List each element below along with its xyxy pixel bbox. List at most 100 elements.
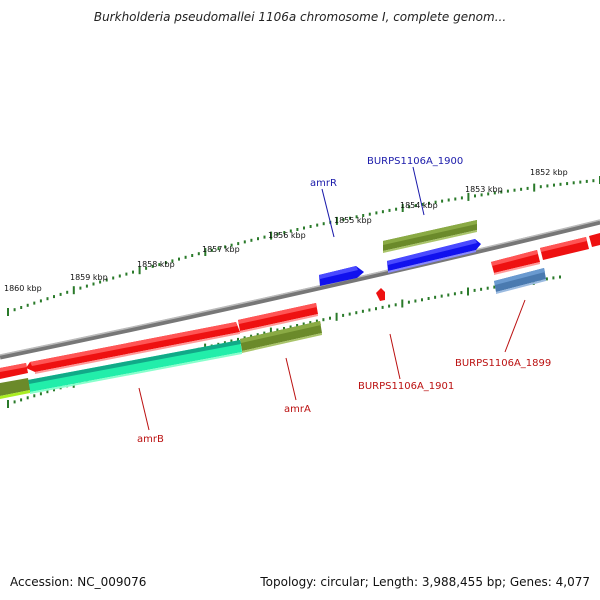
- ruler-minor-tick: [375, 211, 378, 215]
- ruler-major-tick: [401, 299, 404, 308]
- ruler-minor-tick: [559, 275, 561, 279]
- ruler-minor-tick: [309, 321, 312, 325]
- ruler-minor-tick: [447, 293, 450, 297]
- chromosome-backbone: [0, 219, 600, 360]
- ruler-minor-tick: [33, 301, 36, 305]
- ruler-minor-tick: [316, 223, 319, 227]
- feature-amrR-blue[interactable]: [319, 266, 364, 286]
- ruler-minor-tick: [342, 313, 345, 317]
- label-connectors: [138, 166, 526, 431]
- ruler-minor-tick: [26, 396, 29, 400]
- ruler-minor-tick: [539, 185, 542, 189]
- ruler-minor-tick: [362, 214, 365, 217]
- ruler-minor-tick: [361, 309, 364, 313]
- ruler-minor-tick: [184, 255, 187, 259]
- ruler-minor-tick: [250, 334, 253, 338]
- ruler-minor-tick: [59, 292, 62, 296]
- ruler-minor-tick: [243, 336, 246, 340]
- ruler-minor-tick: [112, 276, 115, 280]
- topology-text: Topology: circular; Length: 3,988,455 bp…: [260, 575, 590, 589]
- ruler-minor-tick: [171, 259, 174, 263]
- ruler-major-tick: [269, 327, 272, 336]
- gene-label-burps1106a-1899[interactable]: BURPS1106A_1899: [455, 358, 551, 369]
- ruler-minor-tick: [237, 242, 240, 246]
- ruler-minor-tick: [559, 182, 562, 186]
- feature-red-small-marker[interactable]: [376, 288, 385, 301]
- accession-text: Accession: NC_009076: [10, 575, 147, 589]
- ruler-minor-tick: [178, 257, 180, 261]
- ruler-minor-tick: [13, 308, 16, 312]
- ruler-minor-tick: [85, 284, 88, 288]
- ruler-minor-tick: [26, 303, 29, 307]
- gene-label-burps1106a-1900[interactable]: BURPS1106A_1900: [367, 156, 463, 167]
- ruler-minor-tick: [132, 270, 134, 274]
- ruler-minor-tick: [434, 295, 437, 299]
- ruler-minor-tick: [388, 304, 391, 308]
- ruler-minor-tick: [237, 337, 239, 341]
- ruler-minor-tick: [474, 194, 476, 198]
- ruler-minor-tick: [546, 184, 549, 188]
- feature-blue-arrow-right[interactable]: [387, 239, 481, 273]
- ruler-minor-tick: [407, 300, 410, 304]
- ruler-minor-tick: [118, 274, 121, 278]
- feature-red-right-2[interactable]: [540, 237, 589, 260]
- ruler-minor-tick: [434, 200, 437, 204]
- ruler-minor-tick: [552, 276, 555, 280]
- ruler-minor-tick: [303, 226, 305, 230]
- ruler-minor-tick: [210, 248, 213, 252]
- ruler-minor-tick: [342, 218, 345, 221]
- ruler-minor-tick: [256, 333, 259, 337]
- ruler-minor-tick: [414, 299, 417, 303]
- ruler-label-1855: 1855 kbp: [334, 216, 372, 225]
- ruler-minor-tick: [585, 179, 588, 183]
- ruler-minor-tick: [395, 207, 398, 211]
- ruler-minor-tick: [151, 264, 154, 268]
- ruler-minor-tick: [53, 388, 55, 392]
- ruler-minor-tick: [20, 306, 23, 309]
- ruler-label-1858: 1858 kbp: [137, 260, 175, 269]
- ruler-major-tick: [270, 231, 273, 240]
- gene-label-burps1106a-1901[interactable]: BURPS1106A_1901: [358, 381, 454, 392]
- gene-label-amrB[interactable]: amrB: [137, 434, 164, 445]
- ruler-labels: 1852 kbp 1853 kbp 1854 kbp 1855 kbp 1856…: [4, 168, 568, 293]
- ruler-minor-tick: [230, 339, 233, 343]
- ruler-minor-tick: [53, 295, 55, 299]
- ruler-minor-tick: [197, 252, 200, 256]
- ruler-minor-tick: [579, 180, 582, 184]
- ruler-minor-tick: [99, 280, 102, 284]
- ruler-minor-tick: [487, 192, 490, 196]
- feature-red-right-1[interactable]: [491, 250, 540, 275]
- ruler-minor-tick: [480, 287, 483, 291]
- ruler-minor-tick: [309, 225, 312, 228]
- ruler-minor-tick: [381, 305, 384, 309]
- ruler-minor-tick: [289, 229, 292, 233]
- ruler-minor-tick: [500, 190, 503, 194]
- feature-amrA-olive[interactable]: [240, 321, 322, 353]
- ruler-minor-tick: [296, 324, 299, 327]
- gene-label-amrA[interactable]: amrA: [284, 404, 311, 415]
- feature-lime-left-edge[interactable]: [0, 390, 30, 399]
- ruler-minor-tick: [191, 254, 194, 257]
- feature-red-amrA-upper[interactable]: [238, 303, 318, 333]
- ruler-minor-tick: [566, 182, 569, 186]
- ruler-minor-tick: [473, 288, 476, 292]
- ruler-minor-tick: [421, 298, 423, 302]
- feature-red-right-3[interactable]: [589, 233, 600, 247]
- feature-red-left-edge[interactable]: [0, 363, 28, 379]
- ruler-minor-tick: [428, 201, 430, 205]
- ruler-minor-tick: [520, 187, 523, 191]
- ruler-minor-tick: [349, 216, 351, 220]
- gene-label-amrR[interactable]: amrR: [310, 178, 337, 189]
- ruler-minor-tick: [460, 196, 463, 200]
- ruler-label-1857: 1857 kbp: [202, 245, 240, 254]
- ruler-minor-tick: [39, 392, 42, 396]
- ruler-minor-tick: [355, 311, 358, 315]
- ruler-major-tick: [138, 266, 141, 275]
- feature-burps1106a-1900-olive[interactable]: [383, 220, 477, 253]
- feature-burps1106a-1899-steel[interactable]: [494, 268, 546, 294]
- feature-amrB-aqua[interactable]: [28, 340, 242, 394]
- ruler-minor-tick: [460, 291, 463, 295]
- ruler-minor-tick: [388, 208, 391, 212]
- feature-red-long-upper[interactable]: [26, 322, 240, 374]
